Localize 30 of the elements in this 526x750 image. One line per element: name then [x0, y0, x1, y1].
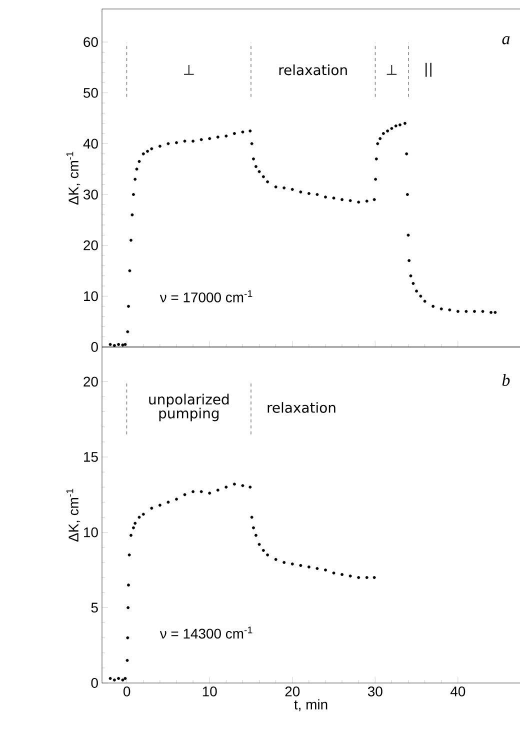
annotation: ν = 14300 cm$^{-1}$ — [160, 626, 252, 639]
annotation: || — [426, 62, 432, 77]
y-tick-label: 60 — [84, 37, 98, 47]
y-tick-label: 50 — [84, 88, 98, 98]
y-tick-label: 20 — [84, 376, 98, 387]
y-tick-label: 0 — [91, 342, 98, 352]
annotation: b — [502, 374, 510, 386]
x-tick-label: 0 — [124, 686, 130, 696]
y-tick-label: 0 — [91, 678, 98, 688]
y-axis-title: ΔK, cm$^{-1}$ — [66, 488, 80, 542]
x-tick-label: 40 — [450, 686, 466, 696]
annotation: ⊥ — [184, 64, 194, 75]
y-axis-title: ΔK, cm$^{-1}$ — [66, 152, 80, 205]
annotation: unpolarized pumping — [149, 394, 229, 422]
y-tick-label: 5 — [91, 602, 98, 613]
y-tick-label: 15 — [84, 452, 98, 462]
x-axis-title: t, min — [294, 699, 328, 712]
x-tick-label: 30 — [368, 686, 382, 696]
y-tick-label: 10 — [84, 527, 98, 538]
annotation: relaxation — [279, 64, 347, 76]
y-tick-label: 10 — [84, 291, 98, 302]
y-tick-label: 20 — [84, 240, 98, 250]
x-tick-label: 10 — [202, 686, 217, 696]
x-tick-label: 20 — [285, 686, 300, 696]
annotation: ν = 17000 cm$^{-1}$ — [160, 290, 252, 302]
annotation: a — [502, 36, 510, 44]
y-tick-label: 30 — [84, 190, 98, 200]
annotation: ⊥ — [386, 64, 397, 75]
y-tick-label: 40 — [83, 138, 98, 149]
annotation: relaxation — [268, 402, 336, 413]
